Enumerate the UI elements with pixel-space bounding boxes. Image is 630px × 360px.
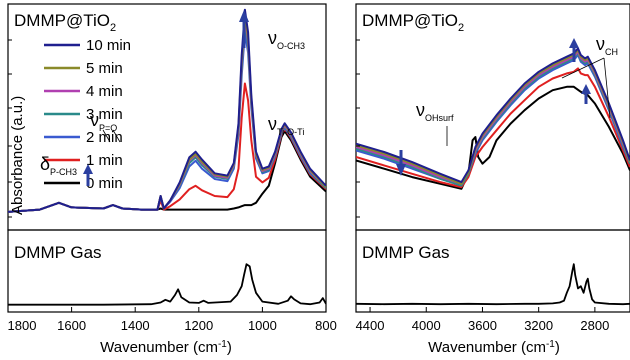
left-bottom-panel-frame [7, 229, 327, 313]
x-tick-label: 1400 [121, 318, 150, 333]
x-tick-label: 4400 [356, 318, 385, 333]
x-tick-label: 2800 [580, 318, 609, 333]
legend-label: 0 min [86, 175, 123, 192]
x-tick-label: 800 [315, 318, 337, 333]
legend-label: 4 min [86, 83, 123, 100]
x-axis-label-right: Wavenumber (cm-1) [428, 339, 560, 356]
x-tick-label: 1200 [184, 318, 213, 333]
svg-text:δP-CH3: δP-CH3 [40, 154, 77, 177]
legend-label: 1 min [86, 152, 123, 169]
legend-label: 5 min [86, 60, 123, 77]
right-top-title: DMMP@TiO2 [362, 11, 464, 34]
series-line-left-bottom-gas [8, 263, 326, 306]
y-axis-label: Absorbance (a.u.) [9, 96, 26, 215]
series-line-right-top-0-min [356, 85, 630, 190]
legend: 10 min 5 min 4 min 3 min 2 min 1 min 0 min [44, 37, 131, 192]
series-line-right-top-1-min [356, 67, 630, 189]
annotation-nu-ohsurf: νOHsurf [396, 100, 454, 176]
annotation-delta-pch3: δP-CH3 [40, 154, 93, 186]
right-bottom-title: DMMP Gas [362, 243, 450, 262]
annotation-nu-och3: νO-CH3 [239, 10, 305, 51]
legend-label: 3 min [86, 106, 123, 123]
annotation-nu-ch: νCH [561, 34, 618, 119]
annotation-nu-tioti: νTi-O-Ti [268, 114, 304, 137]
x-tick-label: 1000 [248, 318, 277, 333]
x-tick-label: 1800 [8, 318, 37, 333]
svg-text:νOHsurf: νOHsurf [416, 100, 454, 123]
right-bottom-panel-frame [355, 229, 630, 313]
x-axis-label-left: Wavenumber (cm-1) [100, 339, 232, 356]
left-top-panel-frame [7, 3, 327, 231]
series-line-right-top-10-min [356, 47, 630, 184]
legend-label: 2 min [86, 129, 123, 146]
x-tick-label: 3600 [468, 318, 497, 333]
right-top-panel-frame [355, 3, 630, 231]
x-tick-label: 4000 [412, 318, 441, 333]
series-line-right-bottom-gas [356, 263, 630, 306]
legend-label: 10 min [86, 37, 131, 54]
svg-text:νO-CH3: νO-CH3 [268, 28, 305, 51]
left-bottom-title: DMMP Gas [14, 243, 102, 262]
annotation-nu-po: νP=O [90, 110, 121, 143]
series-line-left-top-10-min [8, 8, 326, 213]
x-tick-label: 3200 [524, 318, 553, 333]
svg-text:νCH: νCH [596, 34, 618, 57]
series-line-left-top-2-min [8, 31, 326, 213]
svg-text:νTi-O-Ti: νTi-O-Ti [268, 114, 304, 137]
svg-text:νP=O: νP=O [90, 110, 117, 133]
x-tick-label: 1600 [57, 318, 86, 333]
left-top-title: DMMP@TiO2 [14, 11, 116, 34]
